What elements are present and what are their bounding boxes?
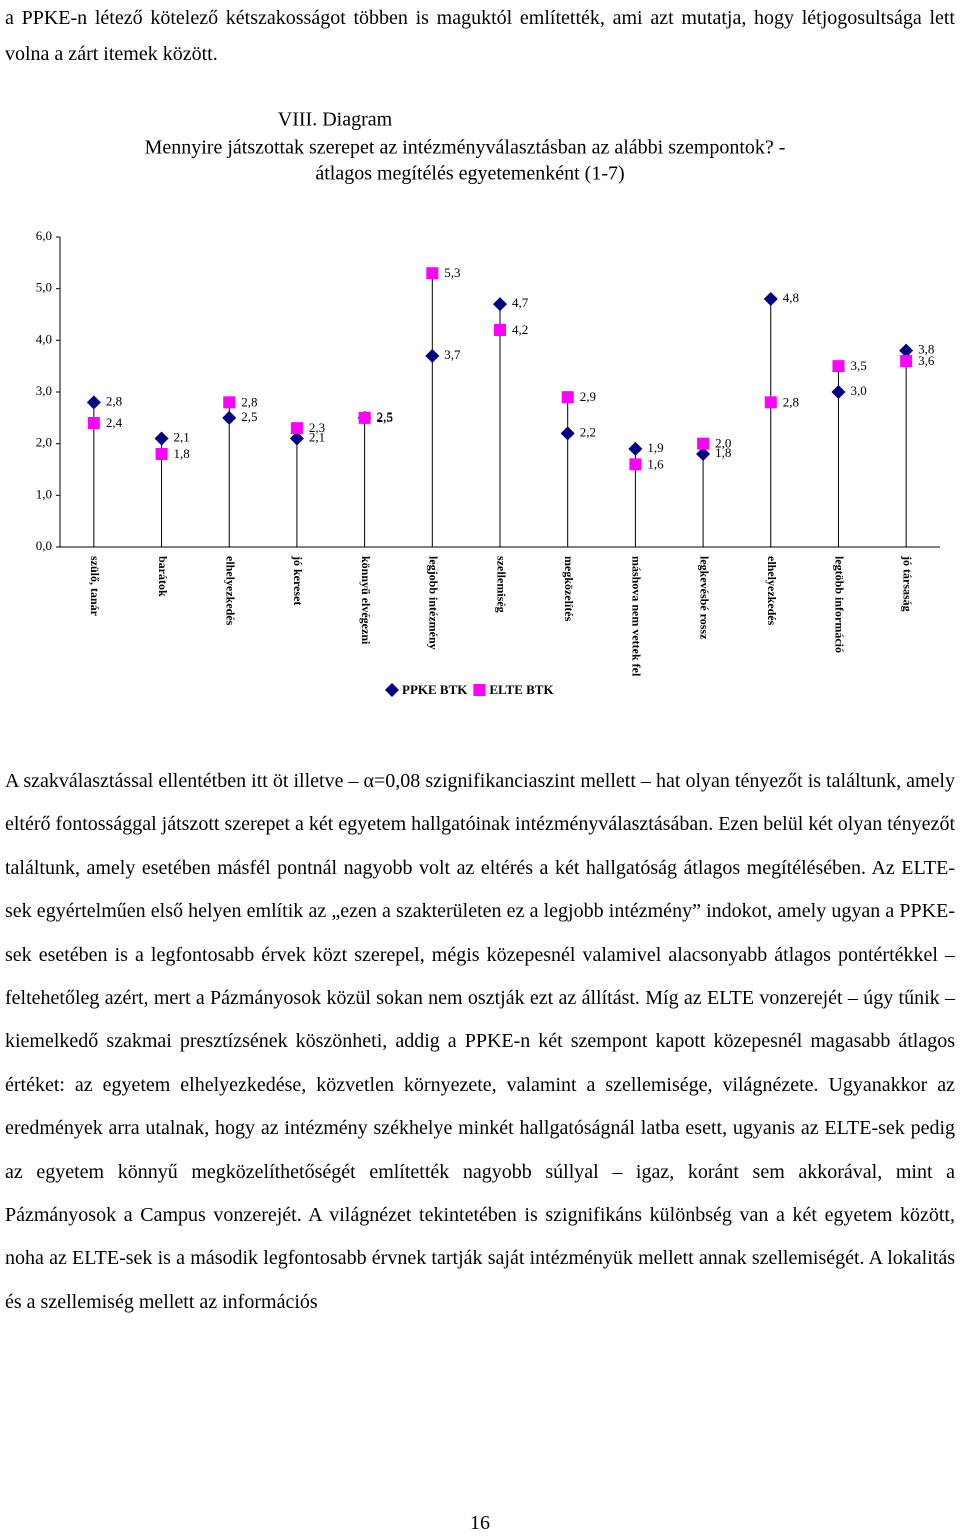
data-label: 4,2 <box>512 322 528 337</box>
legend-marker <box>473 684 486 696</box>
x-tick-label: legtöbb információ <box>833 556 847 653</box>
data-label: 4,8 <box>783 290 799 305</box>
x-tick-label: megközelítés <box>562 556 576 622</box>
y-tick-label: 0,0 <box>36 538 52 553</box>
y-tick-label: 2,0 <box>36 435 52 450</box>
data-label: 2,8 <box>241 394 257 409</box>
data-label: 1,8 <box>174 446 190 461</box>
legend-label: PPKE BTK <box>402 682 468 697</box>
data-label: 3,0 <box>850 383 866 398</box>
marker <box>560 426 575 441</box>
y-tick-label: 3,0 <box>36 383 52 398</box>
data-label: 1,8 <box>715 445 731 460</box>
y-tick-label: 6,0 <box>36 228 52 243</box>
marker <box>86 395 101 410</box>
data-label: 2,9 <box>580 389 596 404</box>
legend-label: ELTE BTK <box>489 682 554 697</box>
data-label: 2,0 <box>715 436 731 451</box>
x-tick-label: szülő, tanár <box>88 556 102 617</box>
data-label: 2,2 <box>580 424 596 439</box>
body-paragraph: A szakválasztással ellentétben itt öt il… <box>5 770 955 1313</box>
marker <box>426 267 439 280</box>
marker <box>358 411 371 424</box>
data-label: 3,8 <box>918 342 934 357</box>
x-tick-label: szellemiség <box>494 556 508 613</box>
marker <box>561 391 574 404</box>
x-tick-label: elhelyezkedés <box>223 556 237 626</box>
intro-paragraph: a PPKE-n létező kötelező kétszakosságot … <box>5 7 955 65</box>
marker <box>832 360 845 373</box>
data-label: 3,5 <box>850 358 866 373</box>
marker <box>289 431 304 446</box>
marker <box>900 355 913 367</box>
marker <box>763 292 778 306</box>
chart: VIII. Diagram Mennyire játszottak szerep… <box>36 109 940 697</box>
x-tick-label: barátok <box>156 556 170 597</box>
chart-subtitle: Mennyire játszottak szerepet az intézmén… <box>145 137 786 159</box>
chart-title: VIII. Diagram <box>278 109 393 131</box>
marker <box>155 448 168 460</box>
x-tick-label: legjobb intézmény <box>427 556 441 650</box>
x-tick-label: könnyű elvégezni <box>359 556 373 645</box>
marker <box>425 348 440 363</box>
x-tick-label: elhelyezkedés <box>765 556 779 626</box>
marker <box>290 422 303 435</box>
marker <box>696 447 711 461</box>
marker <box>222 410 237 425</box>
marker <box>87 417 100 429</box>
marker <box>223 396 236 409</box>
data-label: 1,9 <box>647 440 663 455</box>
data-label: 2,8 <box>106 393 122 408</box>
marker <box>697 437 710 450</box>
data-label: 2,8 <box>783 394 799 409</box>
marker <box>764 396 777 409</box>
data-label: 2,4 <box>106 415 123 430</box>
data-label: 3,6 <box>918 353 935 368</box>
data-label: 2,5 <box>377 410 393 425</box>
data-label: 2,5 <box>377 409 393 424</box>
chart-subtitle: átlagos megítélés egyetemenként (1-7) <box>315 163 624 185</box>
data-label: 1,6 <box>647 456 664 471</box>
page-number: 16 <box>470 1512 490 1534</box>
data-label: 3,7 <box>444 347 461 362</box>
data-label: 5,3 <box>444 265 460 280</box>
legend-marker <box>385 683 399 697</box>
marker <box>628 441 643 456</box>
data-label: 2,1 <box>309 429 325 444</box>
marker <box>154 431 169 446</box>
marker <box>831 385 846 399</box>
marker <box>493 297 507 312</box>
x-tick-label: jó társaság <box>900 555 914 612</box>
x-tick-label: jó kereset <box>291 555 305 605</box>
data-label: 2,5 <box>241 409 257 424</box>
y-tick-label: 4,0 <box>36 331 52 346</box>
data-label: 2,3 <box>309 420 325 435</box>
marker <box>629 458 642 471</box>
marker <box>494 324 506 336</box>
data-label: 4,7 <box>512 295 529 310</box>
y-tick-label: 1,0 <box>36 486 52 501</box>
data-label: 2,1 <box>174 429 190 444</box>
x-tick-label: legkevésbé rossz <box>697 556 711 640</box>
y-tick-label: 5,0 <box>36 280 52 295</box>
marker <box>899 343 914 358</box>
x-tick-label: máshova nem vettek fel <box>630 556 644 677</box>
